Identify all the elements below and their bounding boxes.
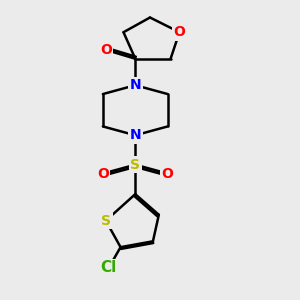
Text: O: O	[97, 167, 109, 181]
Text: O: O	[162, 167, 174, 181]
Text: S: S	[130, 158, 140, 172]
Text: S: S	[101, 214, 111, 228]
Text: O: O	[173, 25, 185, 39]
Text: N: N	[130, 78, 141, 92]
Text: Cl: Cl	[101, 260, 117, 275]
Text: N: N	[130, 128, 141, 142]
Text: O: O	[100, 43, 112, 57]
